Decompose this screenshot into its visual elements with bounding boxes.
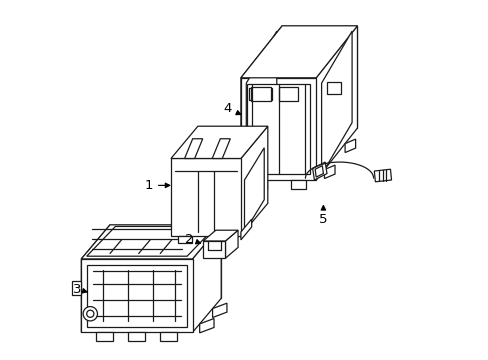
Polygon shape — [241, 126, 267, 235]
Bar — [250, 87, 270, 101]
Polygon shape — [244, 148, 264, 232]
Polygon shape — [96, 332, 113, 341]
Bar — [249, 88, 271, 100]
Polygon shape — [199, 319, 214, 333]
Polygon shape — [86, 226, 215, 256]
Polygon shape — [246, 31, 276, 175]
Polygon shape — [215, 235, 229, 243]
Bar — [278, 87, 298, 101]
Polygon shape — [110, 225, 221, 298]
Bar — [326, 82, 340, 94]
Polygon shape — [184, 139, 203, 158]
Polygon shape — [282, 26, 357, 128]
Polygon shape — [247, 84, 309, 174]
Polygon shape — [312, 162, 326, 180]
Polygon shape — [203, 241, 225, 258]
Polygon shape — [345, 139, 355, 153]
Polygon shape — [290, 180, 305, 189]
Polygon shape — [241, 219, 251, 240]
Circle shape — [86, 310, 94, 318]
Text: 1: 1 — [144, 179, 169, 192]
Text: 5: 5 — [319, 206, 327, 226]
Circle shape — [83, 307, 97, 321]
Text: 4: 4 — [223, 102, 240, 115]
Polygon shape — [212, 303, 226, 318]
Text: 2: 2 — [184, 233, 200, 246]
Polygon shape — [178, 235, 191, 243]
Polygon shape — [128, 332, 145, 341]
Polygon shape — [171, 126, 267, 158]
Polygon shape — [324, 165, 334, 179]
Text: 3: 3 — [73, 283, 87, 296]
Polygon shape — [316, 26, 357, 180]
Polygon shape — [171, 158, 241, 235]
Polygon shape — [321, 31, 351, 175]
Polygon shape — [81, 225, 110, 332]
Polygon shape — [81, 259, 192, 332]
Polygon shape — [251, 180, 266, 189]
Polygon shape — [192, 225, 221, 332]
Polygon shape — [241, 26, 282, 180]
Polygon shape — [314, 166, 323, 177]
Polygon shape — [373, 169, 391, 182]
Polygon shape — [225, 230, 238, 258]
Polygon shape — [81, 225, 221, 259]
Polygon shape — [160, 332, 177, 341]
Polygon shape — [241, 26, 357, 78]
Polygon shape — [203, 230, 238, 241]
Polygon shape — [212, 139, 230, 158]
Polygon shape — [241, 78, 316, 180]
Polygon shape — [87, 265, 186, 327]
Polygon shape — [72, 281, 81, 295]
